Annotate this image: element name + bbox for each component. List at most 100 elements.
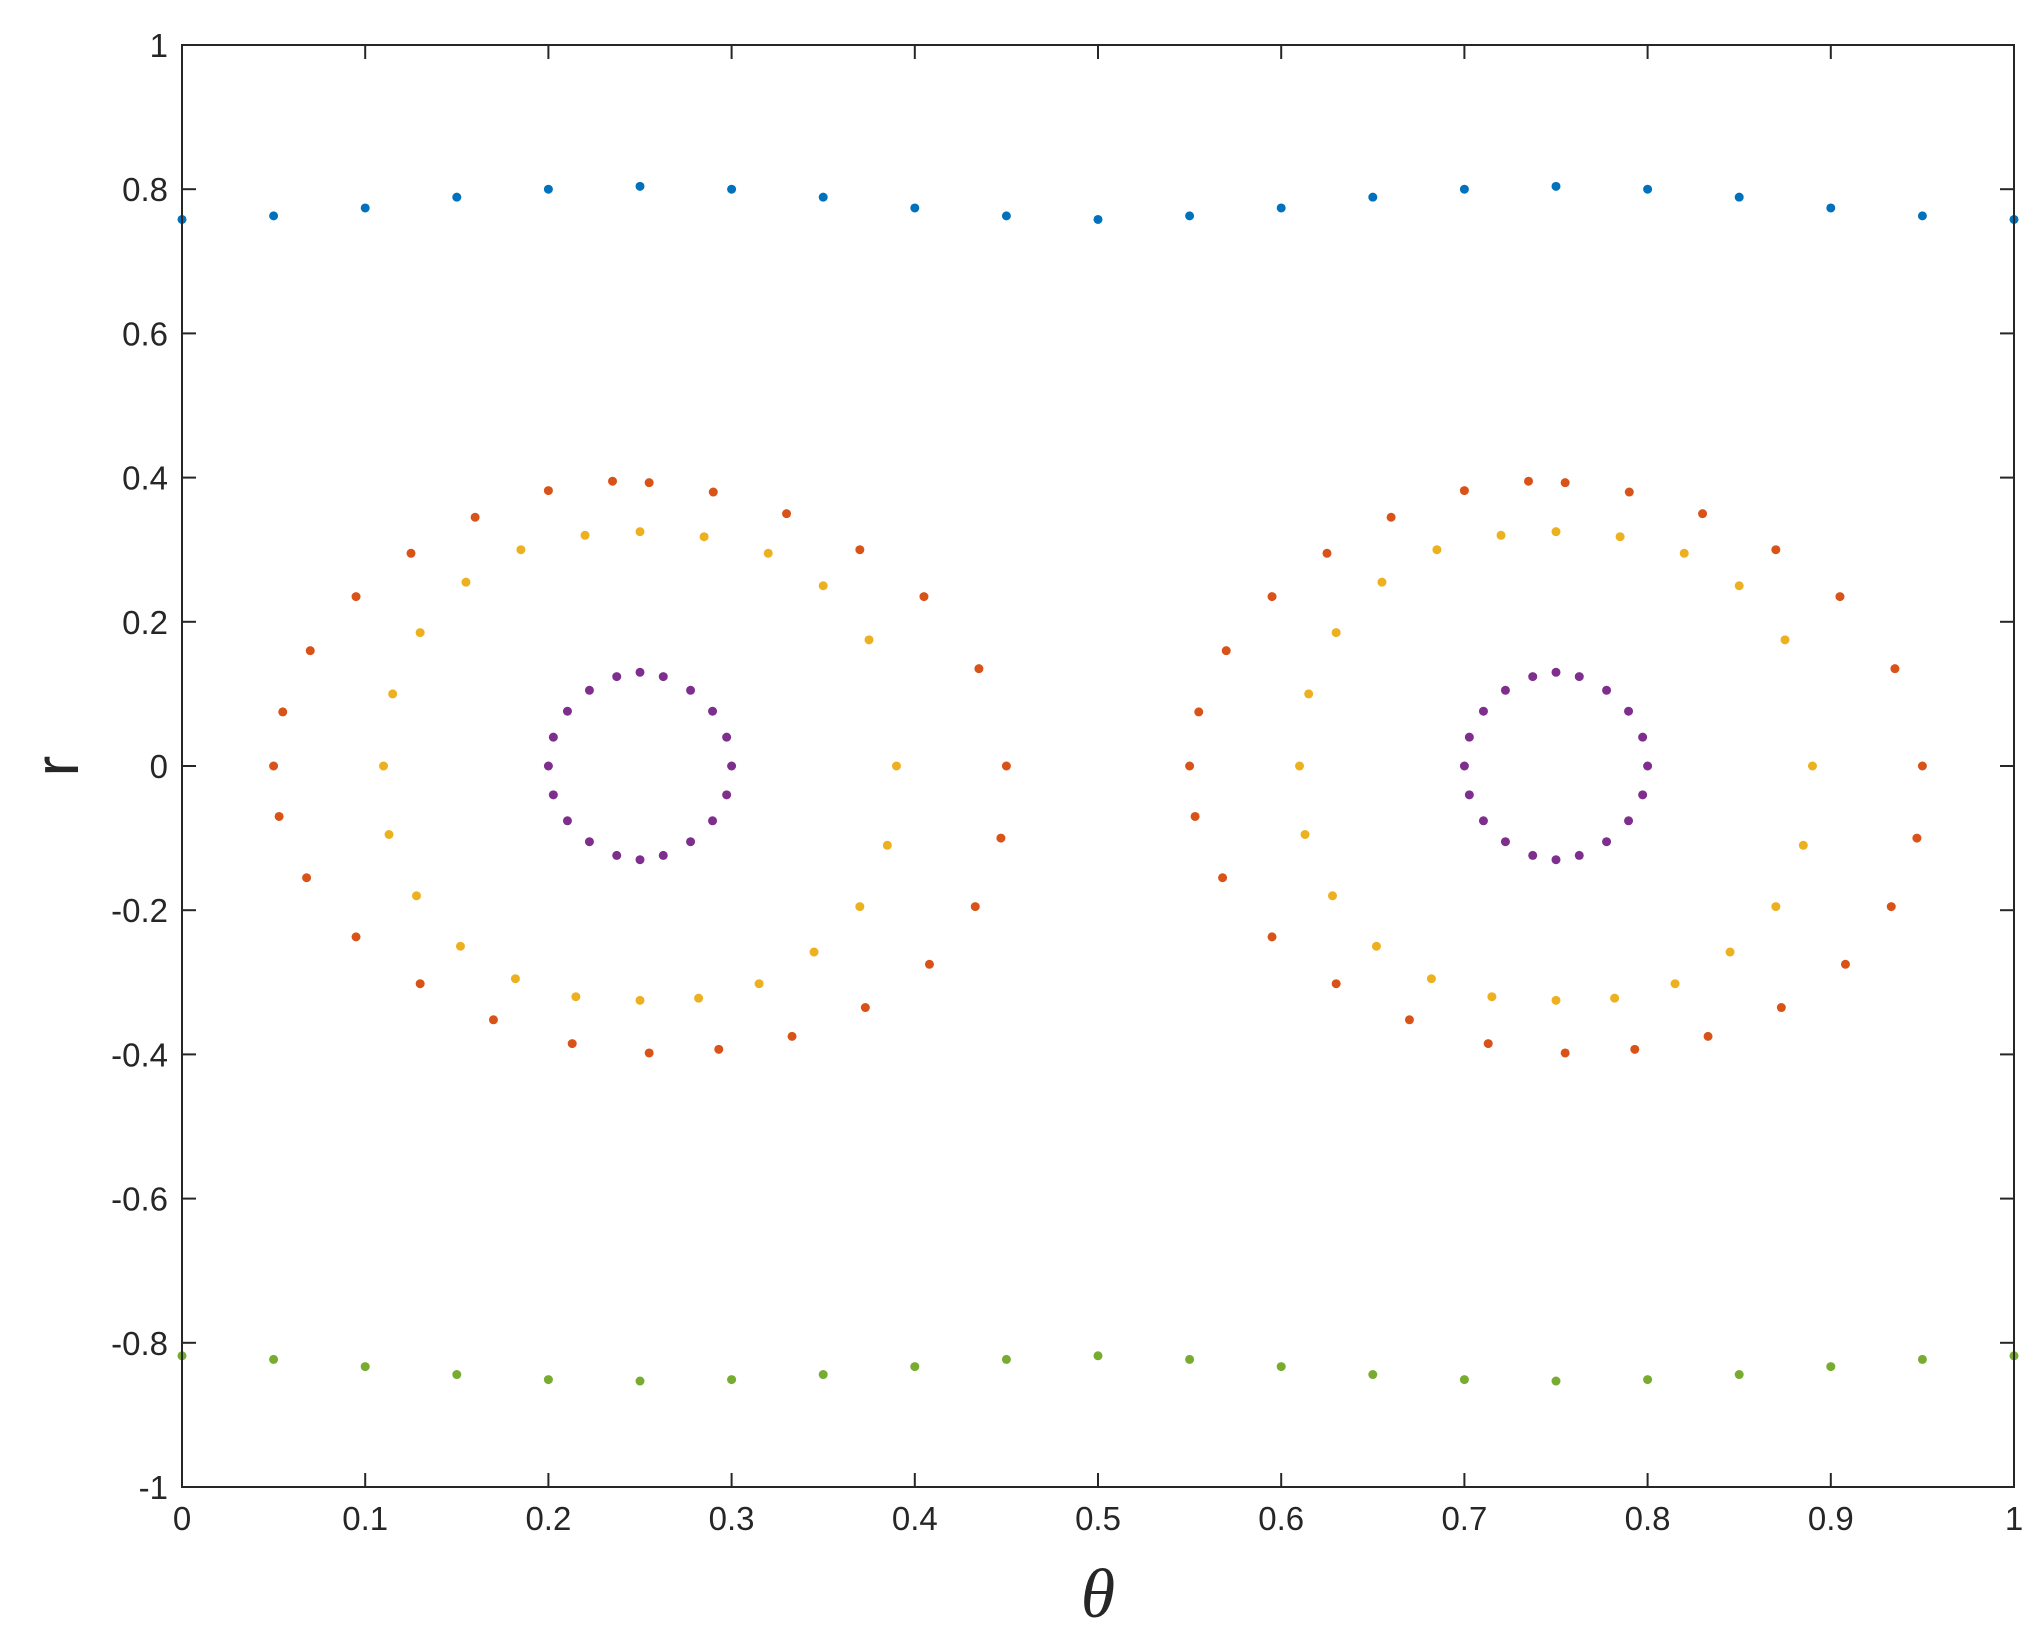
data-point [970,902,980,912]
data-point [1560,1048,1570,1058]
y-tick-label: -0.4 [111,1036,168,1073]
data-point [1771,545,1781,555]
data-point [763,548,773,558]
y-tick-label: 1 [150,27,168,64]
data-point [1807,761,1817,771]
data-point [910,203,920,213]
data-point [470,512,480,522]
data-point [1698,509,1708,519]
data-point [1551,995,1561,1005]
data-point [1886,902,1896,912]
data-point [1890,664,1900,674]
data-point [1194,707,1204,717]
data-point [974,664,984,674]
data-point [1327,891,1337,901]
data-point [562,706,572,716]
data-point [351,932,361,942]
data-point [580,530,590,540]
data-point [924,959,934,969]
data-point [1464,732,1474,742]
data-point [1001,211,1011,221]
x-tick-label: 0.4 [892,1500,938,1537]
data-point [1322,548,1332,558]
data-point [1734,192,1744,202]
data-point [612,672,622,682]
data-point [1496,530,1506,540]
data-point [1602,837,1612,847]
data-point [584,837,594,847]
x-axis-label: θ [1081,1556,1115,1633]
plot-frame [181,44,2015,1488]
series-3 [379,527,1817,1005]
data-point [1624,487,1634,497]
data-point [686,837,696,847]
data-point [1771,902,1781,912]
data-point [635,995,645,1005]
data-point [1377,577,1387,587]
y-tick-label: -0.2 [111,892,168,929]
data-point [1703,1031,1713,1041]
data-point [1304,689,1314,699]
data-point [1500,685,1510,695]
data-point [548,732,558,742]
data-point [1776,1003,1786,1013]
data-point [488,1015,498,1025]
x-tick-label: 0.9 [1808,1500,1854,1537]
x-tick-label: 0.2 [525,1500,571,1537]
data-point [1734,581,1744,591]
data-point [1528,850,1538,860]
data-point [658,672,668,682]
data-point [452,192,462,202]
axis-ticks [181,44,2015,1488]
data-point [455,941,465,951]
data-point [727,761,737,771]
data-point [567,1039,577,1049]
data-point [1267,932,1277,942]
x-tick-label: 0.8 [1625,1500,1671,1537]
data-point [269,211,279,221]
data-point [635,181,645,191]
data-point [1826,1362,1836,1372]
data-point [543,184,553,194]
data-point [1371,941,1381,951]
data-point [787,1031,797,1041]
data-point [1551,527,1561,537]
data-point [1218,873,1228,883]
tick-labels: 0 0.1 0.2 0.3 0.4 0.5 0.6 0.7 0.8 0.9 1 -1 -0.8 -0.6 -… [111,27,2023,1537]
data-point [1276,1362,1286,1372]
data-point [1487,992,1497,1002]
data-point [1404,1015,1414,1025]
series-4 [543,667,1653,865]
data-point [864,635,874,645]
data-point [644,1048,654,1058]
series-1 [177,1351,2019,1386]
data-point [1670,979,1680,989]
data-point [708,487,718,497]
data-point [818,581,828,591]
data-point [584,685,594,695]
data-point [727,184,737,194]
data-point [1643,1375,1653,1385]
data-point [415,628,425,638]
data-point [1368,192,1378,202]
data-point [1551,1376,1561,1386]
data-point [305,646,315,656]
data-point [782,509,792,519]
data-point [1300,829,1310,839]
x-tick-label: 1 [2005,1500,2023,1537]
x-tick-label: 0.5 [1075,1500,1121,1537]
data-point [1483,1039,1493,1049]
data-point [1426,974,1436,984]
data-point [635,527,645,537]
data-point [388,689,398,699]
data-point [686,685,696,695]
data-point [1093,214,1103,224]
data-point [809,947,819,957]
data-point [1551,855,1561,865]
data-point [1478,706,1488,716]
data-point [274,811,284,821]
data-point [1190,811,1200,821]
x-tick-label: 0 [173,1500,191,1537]
data-point [708,706,718,716]
data-point [510,974,520,984]
